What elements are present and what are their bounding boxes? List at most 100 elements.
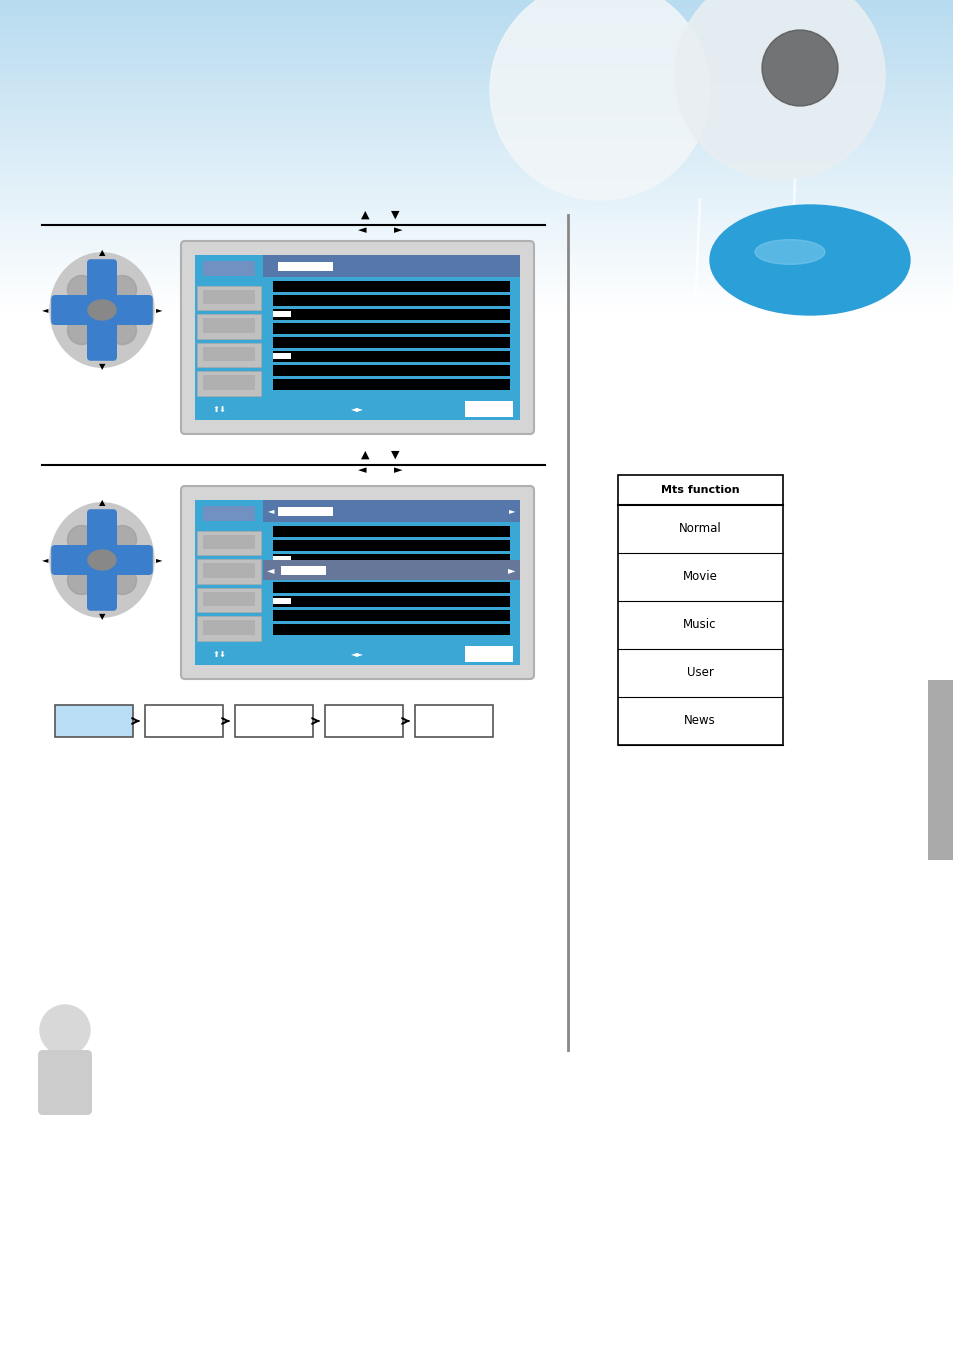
Text: ▼: ▼ <box>391 450 399 460</box>
Text: ▲: ▲ <box>99 499 105 507</box>
Text: ◄: ◄ <box>267 565 274 576</box>
Bar <box>196 314 261 338</box>
Bar <box>194 643 519 665</box>
Bar <box>203 535 254 549</box>
Bar <box>273 526 510 537</box>
Text: User: User <box>686 666 713 679</box>
FancyBboxPatch shape <box>87 510 117 553</box>
Bar <box>273 350 510 363</box>
Text: Normal: Normal <box>678 523 720 535</box>
Bar <box>618 474 782 745</box>
Bar <box>273 379 510 390</box>
Bar <box>273 596 510 607</box>
Text: ►: ► <box>155 555 162 565</box>
Bar <box>194 398 519 421</box>
Bar <box>196 257 261 282</box>
Bar <box>203 290 254 305</box>
Text: ▲: ▲ <box>360 450 369 460</box>
Text: ⬆⬇: ⬆⬇ <box>213 650 227 659</box>
Text: News: News <box>683 714 715 728</box>
FancyBboxPatch shape <box>87 566 117 611</box>
Ellipse shape <box>108 315 136 345</box>
Bar <box>196 616 261 642</box>
FancyBboxPatch shape <box>87 317 117 361</box>
Bar <box>273 624 510 635</box>
Ellipse shape <box>88 301 116 319</box>
Bar <box>281 566 326 576</box>
Bar <box>203 506 254 520</box>
Bar <box>277 262 333 271</box>
Ellipse shape <box>68 566 96 594</box>
Bar <box>194 500 263 643</box>
Bar <box>145 705 223 737</box>
Bar <box>263 255 519 398</box>
Text: ◄: ◄ <box>357 225 366 235</box>
Bar <box>196 286 261 310</box>
Bar <box>196 501 261 527</box>
Bar <box>203 262 254 275</box>
Text: ▲: ▲ <box>99 248 105 257</box>
Bar <box>263 500 519 643</box>
Text: ►: ► <box>394 225 402 235</box>
Ellipse shape <box>108 566 136 594</box>
Text: ▲: ▲ <box>360 210 369 220</box>
Circle shape <box>675 0 884 181</box>
Ellipse shape <box>709 205 909 315</box>
Bar <box>273 311 291 317</box>
Text: ◄: ◄ <box>357 465 366 474</box>
Bar <box>203 346 254 361</box>
Bar <box>196 559 261 584</box>
Bar <box>273 295 510 306</box>
Bar <box>273 337 510 348</box>
Bar <box>273 324 510 334</box>
Text: Movie: Movie <box>681 570 717 584</box>
Bar <box>203 318 254 333</box>
Bar <box>203 592 254 607</box>
Bar <box>203 620 254 635</box>
Text: ⬆⬇: ⬆⬇ <box>213 404 227 414</box>
Text: Mts function: Mts function <box>660 485 739 495</box>
Bar <box>325 705 402 737</box>
Ellipse shape <box>108 275 136 305</box>
Bar <box>415 705 493 737</box>
Bar <box>234 705 313 737</box>
Text: ►: ► <box>394 465 402 474</box>
Text: ◄: ◄ <box>42 555 49 565</box>
Bar <box>273 554 510 565</box>
Ellipse shape <box>88 550 116 570</box>
Bar <box>273 309 510 319</box>
FancyBboxPatch shape <box>51 295 95 325</box>
Bar <box>273 541 510 551</box>
Text: ◄: ◄ <box>268 507 274 515</box>
Circle shape <box>490 0 709 200</box>
Text: ◄►: ◄► <box>350 650 363 659</box>
Bar <box>273 582 510 593</box>
Ellipse shape <box>68 526 96 554</box>
Bar <box>194 255 263 398</box>
Text: ▼: ▼ <box>99 612 105 621</box>
Text: ◄: ◄ <box>42 306 49 314</box>
FancyBboxPatch shape <box>38 1050 91 1115</box>
Text: ◄►: ◄► <box>350 404 363 414</box>
Bar <box>273 599 291 604</box>
Ellipse shape <box>68 315 96 345</box>
FancyBboxPatch shape <box>109 545 152 576</box>
Bar <box>203 375 254 390</box>
Circle shape <box>761 30 837 106</box>
Text: ▼: ▼ <box>99 363 105 372</box>
Text: ►: ► <box>508 507 515 515</box>
FancyBboxPatch shape <box>51 545 95 576</box>
Bar <box>273 568 510 580</box>
Bar <box>464 646 513 662</box>
Bar <box>263 255 519 276</box>
Ellipse shape <box>68 275 96 305</box>
Bar <box>196 531 261 555</box>
FancyBboxPatch shape <box>181 487 534 679</box>
Bar <box>263 559 519 580</box>
Circle shape <box>40 1006 90 1055</box>
FancyBboxPatch shape <box>87 259 117 303</box>
FancyBboxPatch shape <box>181 241 534 434</box>
Bar <box>196 342 261 368</box>
Text: Music: Music <box>682 619 716 631</box>
Bar <box>196 588 261 612</box>
